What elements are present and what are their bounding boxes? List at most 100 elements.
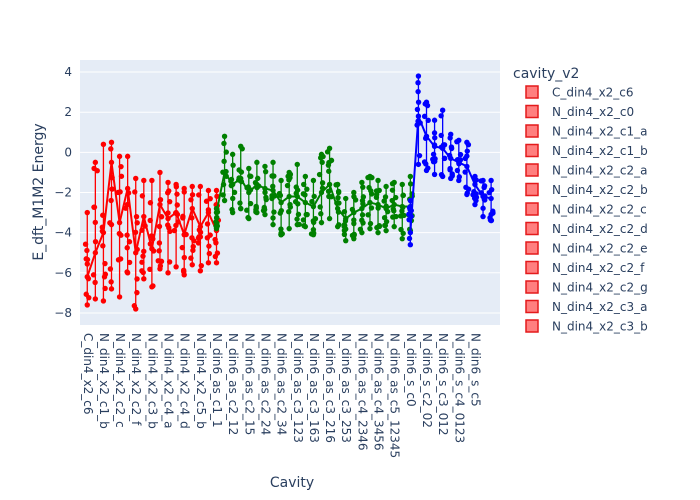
data-point bbox=[133, 175, 139, 182]
data-point bbox=[310, 177, 317, 184]
x-tick-label: N_din6_as_c4_3456 bbox=[372, 333, 386, 451]
x-tick-label: N_din6_as_c3_123 bbox=[291, 333, 305, 443]
legend-item[interactable]: N_din4_x2_c1_a bbox=[525, 124, 648, 139]
legend-item[interactable]: N_din4_x2_c3_b bbox=[525, 319, 648, 334]
data-point bbox=[207, 232, 213, 238]
legend-item[interactable]: N_din4_x2_c2_g bbox=[525, 280, 648, 295]
x-tick-label: N_din6_as_c3_163 bbox=[307, 333, 321, 443]
data-point bbox=[157, 196, 164, 203]
data-point bbox=[326, 168, 332, 174]
data-point bbox=[310, 231, 317, 238]
data-point bbox=[464, 139, 470, 146]
data-point bbox=[326, 181, 333, 188]
data-point bbox=[464, 153, 470, 159]
data-point bbox=[230, 162, 236, 168]
x-tick-label: N_din6_as_c2_12 bbox=[226, 333, 240, 435]
data-point bbox=[286, 169, 292, 176]
data-point bbox=[423, 133, 430, 139]
data-point bbox=[140, 253, 146, 259]
legend-item[interactable]: N_din4_x2_c2_b bbox=[525, 182, 648, 197]
data-point bbox=[109, 186, 115, 192]
legend-item[interactable]: N_din4_x2_c0 bbox=[525, 104, 634, 119]
data-point bbox=[325, 162, 332, 168]
data-point bbox=[438, 132, 444, 139]
data-point bbox=[231, 189, 238, 196]
data-point bbox=[100, 212, 106, 218]
data-point bbox=[124, 232, 130, 238]
data-point bbox=[84, 302, 90, 308]
x-axis-title: Cavity bbox=[270, 475, 314, 491]
data-point bbox=[365, 212, 371, 218]
data-point bbox=[149, 177, 155, 184]
data-point bbox=[390, 214, 396, 220]
legend-item[interactable]: N_din4_x2_c2_c bbox=[525, 202, 647, 217]
data-point bbox=[303, 211, 309, 218]
legend-marker bbox=[525, 280, 539, 294]
data-point bbox=[300, 191, 307, 197]
data-point bbox=[165, 179, 171, 186]
data-point bbox=[134, 220, 140, 226]
data-point bbox=[189, 215, 195, 221]
legend-marker bbox=[525, 182, 539, 197]
data-point bbox=[246, 165, 252, 172]
legend-item[interactable]: N_din4_x2_c1_b bbox=[525, 143, 648, 158]
data-point bbox=[100, 243, 106, 249]
data-point bbox=[165, 270, 171, 276]
data-point bbox=[91, 165, 97, 172]
legend-item[interactable]: N_din4_x2_c2_a bbox=[525, 163, 648, 178]
data-point bbox=[181, 254, 188, 261]
data-point bbox=[292, 199, 299, 205]
data-point bbox=[431, 130, 438, 136]
legend-marker bbox=[525, 221, 539, 236]
data-point bbox=[188, 197, 194, 203]
x-tick-label: N_din6_as_c4_2346 bbox=[355, 333, 369, 451]
data-point bbox=[277, 192, 284, 199]
data-point bbox=[229, 181, 236, 188]
data-point bbox=[407, 229, 414, 236]
data-point bbox=[284, 182, 291, 189]
data-point bbox=[431, 117, 438, 123]
data-point bbox=[343, 195, 349, 202]
data-point bbox=[262, 211, 268, 218]
data-point bbox=[132, 189, 138, 195]
data-point bbox=[270, 215, 276, 221]
data-point bbox=[425, 117, 431, 124]
data-point bbox=[367, 225, 373, 232]
data-point bbox=[335, 194, 341, 201]
data-point bbox=[247, 200, 254, 207]
legend-item[interactable]: N_din4_x2_c3_a bbox=[525, 299, 648, 314]
data-point bbox=[262, 185, 268, 192]
data-point bbox=[406, 235, 413, 242]
data-point bbox=[133, 250, 139, 256]
legend-marker bbox=[525, 202, 539, 216]
data-point bbox=[213, 209, 220, 216]
legend-item[interactable]: N_din4_x2_c2_f bbox=[525, 260, 645, 275]
data-point bbox=[165, 190, 171, 196]
data-point bbox=[318, 211, 324, 217]
data-point bbox=[229, 151, 236, 158]
data-point bbox=[155, 258, 161, 264]
data-point bbox=[334, 200, 340, 206]
series-layer bbox=[82, 73, 496, 312]
data-point bbox=[92, 219, 98, 226]
data-point bbox=[221, 140, 227, 147]
data-point bbox=[464, 148, 470, 154]
data-point bbox=[417, 120, 423, 126]
legend-item[interactable]: N_din4_x2_c2_e bbox=[525, 241, 648, 256]
data-point bbox=[399, 208, 405, 214]
data-point bbox=[406, 204, 413, 211]
x-tick-label: N_din6_as_c3_216 bbox=[323, 333, 337, 443]
data-point bbox=[448, 175, 454, 182]
data-point bbox=[457, 151, 464, 158]
legend-item[interactable]: C_din4_x2_c6 bbox=[525, 85, 634, 100]
data-point bbox=[139, 259, 145, 265]
data-point bbox=[142, 223, 148, 229]
data-point bbox=[391, 201, 397, 208]
data-point bbox=[416, 152, 423, 159]
data-point bbox=[399, 181, 405, 188]
data-point bbox=[221, 133, 228, 139]
legend-label: N_din4_x2_c3_a bbox=[552, 300, 648, 314]
legend-item[interactable]: N_din4_x2_c2_d bbox=[525, 221, 648, 236]
data-point bbox=[366, 184, 372, 191]
legend-marker bbox=[525, 299, 539, 314]
